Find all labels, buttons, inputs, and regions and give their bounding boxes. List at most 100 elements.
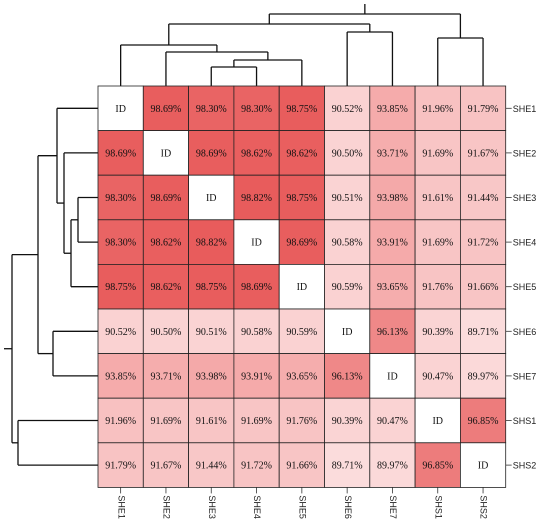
column-labels: SHE1 SHE2 SHE3 SHE4 SHE5 SHE6 SHE7 SHS1 SHS2 (116, 487, 489, 519)
cell-value-label: 98.75% (196, 282, 227, 293)
cell-value-label: 93.85% (377, 104, 408, 115)
cell-value-label: 98.75% (286, 193, 317, 204)
cell-value-label: 90.51% (332, 193, 363, 204)
column-label: SHE3 (207, 495, 217, 519)
cell-value-label: 96.85% (422, 461, 453, 472)
cell-value-label: 90.51% (196, 327, 227, 338)
cell-identity-label: ID (297, 282, 308, 293)
column-label: SHS2 (479, 495, 489, 519)
heatmap-cell (369, 353, 416, 399)
heatmap-cell (188, 263, 235, 310)
cell-value-label: 91.67% (468, 148, 499, 159)
cell-value-label: 90.59% (332, 282, 363, 293)
heatmap-cell (233, 130, 280, 176)
cell-value-label: 96.85% (468, 416, 499, 427)
cell-value-label: 98.30% (105, 238, 136, 249)
heatmap-cell (324, 130, 371, 176)
heatmap-cell (414, 308, 461, 354)
cell-value-label: 98.30% (105, 193, 136, 204)
heatmap-cell (97, 130, 144, 176)
heatmap-cell (324, 85, 371, 131)
column-label: SHE1 (116, 495, 126, 519)
heatmap-cell (233, 353, 280, 399)
row-label: SHS1 (513, 416, 537, 426)
heatmap-cell (278, 85, 325, 131)
cell-value-label: 98.69% (151, 193, 182, 204)
cell-value-label: 98.62% (151, 282, 182, 293)
cell-identity-label: ID (478, 461, 489, 472)
heatmap-cell (97, 85, 144, 131)
cell-value-label: 93.91% (377, 238, 408, 249)
heatmap-cell (459, 130, 507, 176)
cell-value-label: 91.96% (422, 104, 453, 115)
heatmap-cell (369, 263, 416, 310)
cell-value-label: 98.75% (286, 104, 317, 115)
heatmap-cell (414, 442, 461, 488)
heatmap-cell (233, 263, 280, 310)
heatmap-cell (459, 263, 507, 310)
cell-value-label: 96.13% (332, 371, 363, 382)
cell-value-label: 93.65% (286, 371, 317, 382)
cell-value-label: 93.91% (241, 371, 272, 382)
cell-value-label: 89.97% (377, 461, 408, 472)
cell-value-label: 91.66% (286, 461, 317, 472)
column-label: SHE6 (343, 495, 353, 519)
cell-value-label: 91.61% (196, 416, 227, 427)
heatmap-cell (97, 219, 144, 265)
cell-value-label: 98.62% (151, 238, 182, 249)
cell-value-label: 91.44% (468, 193, 499, 204)
heatmap-cell (324, 308, 371, 354)
cell-value-label: 98.82% (196, 238, 227, 249)
cell-value-label: 98.75% (105, 282, 136, 293)
heatmap-cell (142, 130, 190, 176)
heatmap-cell (142, 397, 190, 444)
cell-value-label: 98.62% (241, 148, 272, 159)
column-label: SHE2 (162, 495, 172, 519)
heatmap-cell (459, 308, 507, 354)
column-label: SHE7 (388, 495, 398, 519)
cell-value-label: 91.69% (422, 238, 453, 249)
cell-value-label: 91.79% (105, 461, 136, 472)
cell-value-label: 96.13% (377, 327, 408, 338)
row-labels: SHE1 SHE2 SHE3 SHE4 SHE5 SHE6 SHE7 SHS1 SHS2 (505, 104, 537, 471)
heatmap-cell (459, 442, 507, 488)
cell-value-label: 89.97% (468, 371, 499, 382)
heatmap-cell (369, 308, 416, 354)
cell-identity-label: ID (115, 104, 126, 115)
cell-value-label: 90.39% (422, 327, 453, 338)
cell-value-label: 90.52% (105, 327, 136, 338)
heatmap-cell (188, 308, 235, 354)
cell-value-label: 89.71% (468, 327, 499, 338)
cell-value-label: 98.69% (241, 282, 272, 293)
cell-value-label: 91.66% (468, 282, 499, 293)
heatmap-cell (142, 353, 190, 399)
row-label: SHS2 (513, 461, 537, 471)
heatmap-cell (369, 85, 416, 131)
heatmap-cell (188, 442, 235, 488)
cell-identity-label: ID (161, 148, 172, 159)
cell-value-label: 91.72% (468, 238, 499, 249)
cell-value-label: 90.58% (241, 327, 272, 338)
cell-identity-label: ID (206, 193, 217, 204)
heatmap-cell (459, 219, 507, 265)
cell-identity-label: ID (342, 327, 353, 338)
cell-value-label: 90.52% (332, 104, 363, 115)
cell-value-label: 91.61% (422, 193, 453, 204)
heatmap-cell (324, 219, 371, 265)
cell-value-label: 93.71% (377, 148, 408, 159)
heatmap-cell (278, 130, 325, 176)
heatmap-cell (278, 397, 325, 444)
cell-value-label: 91.69% (151, 416, 182, 427)
cell-value-label: 91.96% (105, 416, 136, 427)
cell-value-label: 98.69% (151, 104, 182, 115)
cell-value-label: 91.76% (422, 282, 453, 293)
heatmap-cell (188, 85, 235, 131)
heatmap-cell (324, 174, 371, 221)
heatmap-cell (142, 85, 190, 131)
heatmap-cell (142, 174, 190, 221)
cell-value-label: 91.76% (286, 416, 317, 427)
cell-value-label: 91.44% (196, 461, 227, 472)
row-label: SHE5 (513, 282, 537, 292)
heatmap-cell (97, 308, 144, 354)
cell-value-label: 90.50% (151, 327, 182, 338)
